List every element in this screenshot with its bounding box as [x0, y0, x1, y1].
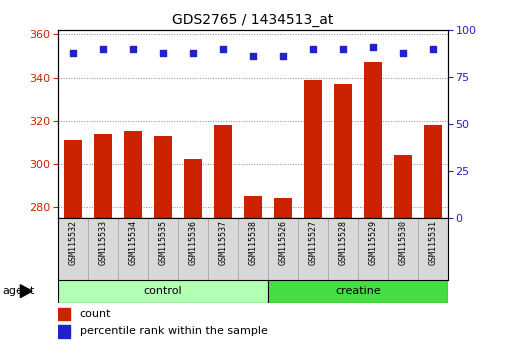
Bar [304, 80, 321, 218]
Bar [327, 218, 357, 280]
Bar [64, 140, 82, 218]
Text: GSM115537: GSM115537 [218, 219, 227, 264]
Point [219, 46, 227, 52]
Point [189, 50, 197, 56]
Text: GSM115527: GSM115527 [308, 219, 317, 264]
Point [368, 44, 376, 50]
Text: GSM115535: GSM115535 [158, 219, 167, 264]
Bar [58, 308, 69, 320]
Bar [214, 125, 232, 218]
Point [278, 53, 286, 59]
Text: GSM115530: GSM115530 [397, 219, 407, 264]
Bar [297, 218, 327, 280]
Bar [393, 155, 411, 218]
Point [398, 50, 406, 56]
Point [338, 46, 346, 52]
Point [159, 50, 167, 56]
Bar [417, 218, 447, 280]
Bar [154, 136, 172, 218]
Bar [357, 218, 387, 280]
Polygon shape [20, 285, 32, 298]
Bar [58, 325, 69, 338]
Bar [268, 280, 447, 303]
Text: GSM115532: GSM115532 [69, 219, 78, 264]
Text: GSM115531: GSM115531 [427, 219, 436, 264]
Bar [94, 133, 112, 218]
Bar [237, 218, 268, 280]
Text: GSM115533: GSM115533 [98, 219, 108, 264]
Bar [124, 131, 142, 218]
Bar [58, 218, 88, 280]
Text: count: count [79, 309, 111, 319]
Text: GSM115528: GSM115528 [338, 219, 347, 264]
Text: GSM115534: GSM115534 [128, 219, 137, 264]
Bar [118, 218, 148, 280]
Bar [363, 62, 381, 218]
Text: creatine: creatine [334, 286, 380, 296]
Bar [333, 84, 351, 218]
Point [129, 46, 137, 52]
Point [69, 50, 77, 56]
Text: GSM115529: GSM115529 [368, 219, 377, 264]
Point [428, 46, 436, 52]
Text: percentile rank within the sample: percentile rank within the sample [79, 326, 267, 336]
Bar [208, 218, 237, 280]
Bar [178, 218, 208, 280]
Bar [184, 160, 201, 218]
Bar [58, 280, 268, 303]
Bar [423, 125, 441, 218]
Bar [268, 218, 297, 280]
Point [308, 46, 316, 52]
Bar [387, 218, 417, 280]
Text: GDS2765 / 1434513_at: GDS2765 / 1434513_at [172, 12, 333, 27]
Text: GSM115536: GSM115536 [188, 219, 197, 264]
Bar [243, 196, 262, 218]
Bar [88, 218, 118, 280]
Point [99, 46, 107, 52]
Text: control: control [143, 286, 182, 296]
Text: GSM115526: GSM115526 [278, 219, 287, 264]
Bar [273, 198, 291, 218]
Text: GSM115538: GSM115538 [248, 219, 257, 264]
Text: agent: agent [3, 286, 35, 296]
Bar [148, 218, 178, 280]
Point [248, 53, 257, 59]
